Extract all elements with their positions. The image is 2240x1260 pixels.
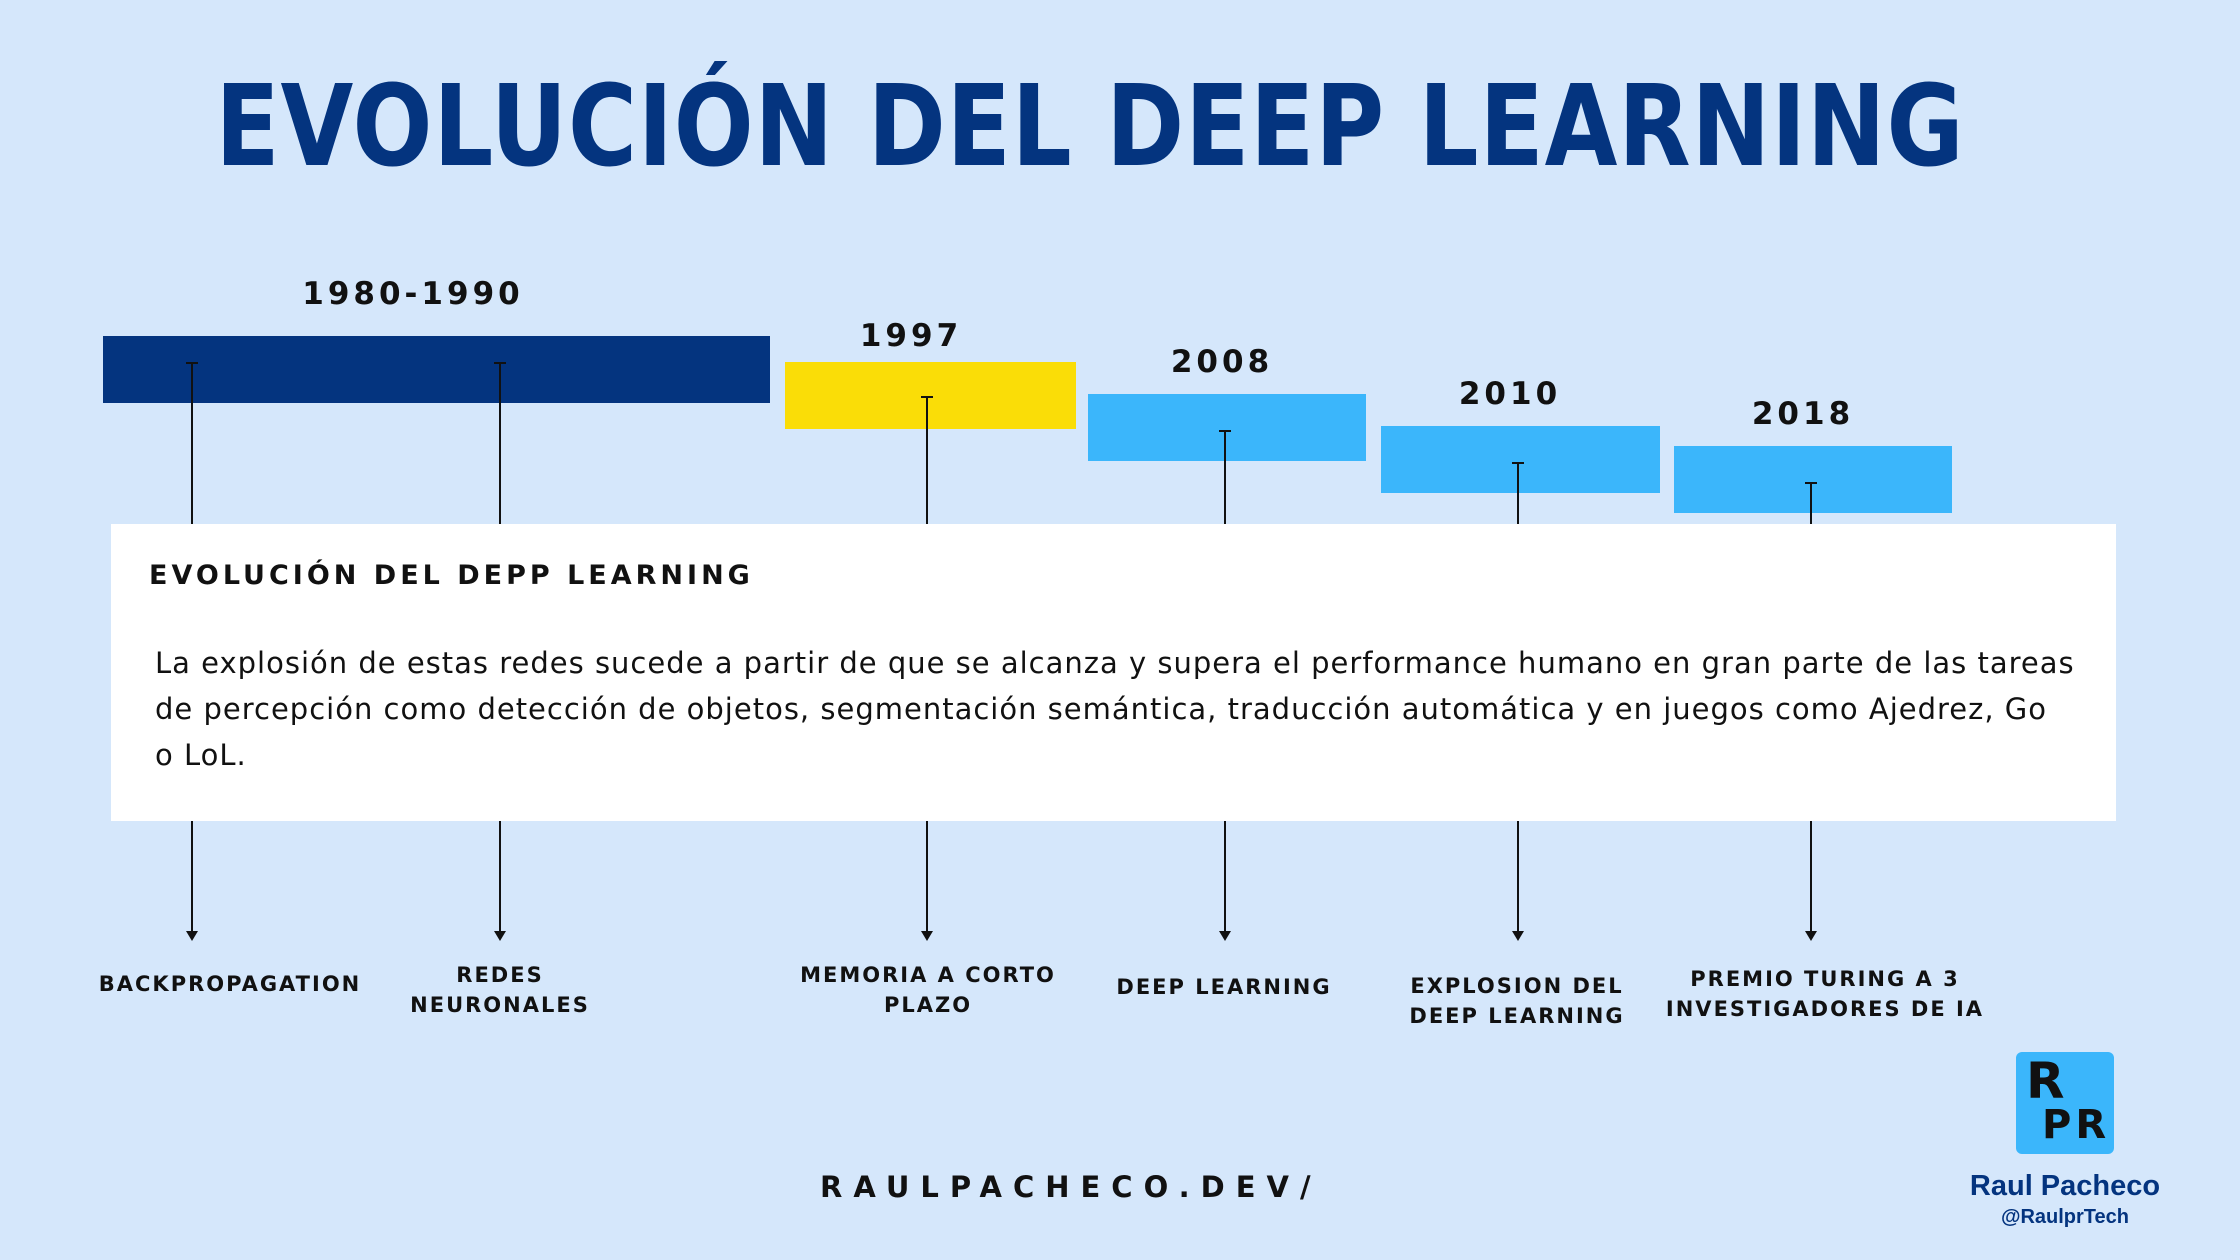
era-year-label: 1980-1990 <box>302 276 524 312</box>
arrow-head-icon <box>1805 931 1817 941</box>
event-label-premio-turing: PREMIO TURING A 3 INVESTIGADORES DE IA <box>1665 967 1985 1021</box>
connector-tick <box>1512 462 1524 464</box>
connector-tick <box>1219 430 1231 432</box>
connector-tick <box>1805 482 1817 484</box>
connector-line-lower <box>926 821 928 933</box>
connector-line-backpropagation <box>191 362 193 524</box>
logo-letters-pr: PR <box>2042 1102 2111 1148</box>
era-bar-2008 <box>1088 394 1366 461</box>
info-card-body: La explosión de estas redes sucede a par… <box>155 646 2075 772</box>
author-name: Raul Pacheco <box>1969 1170 2161 1202</box>
era-year-label: 2008 <box>1170 344 1274 380</box>
event-label-backpropagation: BACKPROPAGATION <box>98 972 362 996</box>
connector-tick <box>494 362 506 364</box>
connector-line-turing <box>1810 482 1812 524</box>
connector-line-lower <box>499 821 501 933</box>
era-bar-1997 <box>785 362 1076 429</box>
logo-letter-r: R <box>2026 1052 2065 1110</box>
site-url: RAULPACHECO.DEV/ <box>820 1170 1322 1204</box>
era-bar-2018 <box>1674 446 1952 513</box>
era-bar-2010 <box>1381 426 1660 493</box>
connector-line-lower <box>191 821 193 933</box>
connector-line-redes-neuronales <box>499 362 501 524</box>
connector-tick <box>186 362 198 364</box>
event-label-memoria-corto-plazo: MEMORIA A CORTO PLAZO <box>800 963 1056 1017</box>
info-card-heading: EVOLUCIÓN DEL DEPP LEARNING <box>149 560 754 591</box>
era-year-label: 2018 <box>1751 396 1855 432</box>
arrow-head-icon <box>1219 931 1231 941</box>
era-year-label: 2010 <box>1458 376 1562 412</box>
author-handle: @RaulprTech <box>2000 1206 2130 1228</box>
connector-line-explosion <box>1517 462 1519 524</box>
event-label-explosion: EXPLOSION DEL DEEP LEARNING <box>1409 974 1625 1028</box>
connector-line-memoria <box>926 396 928 524</box>
brand-logo: R PR <box>2016 1052 2114 1154</box>
arrow-head-icon <box>494 931 506 941</box>
connector-line-lower <box>1517 821 1519 933</box>
info-card: EVOLUCIÓN DEL DEPP LEARNING La explosión… <box>111 524 2116 821</box>
arrow-head-icon <box>186 931 198 941</box>
connector-tick <box>921 396 933 398</box>
connector-line-deep-learning <box>1224 430 1226 524</box>
era-bar-1980-1990 <box>103 336 770 403</box>
connector-line-lower <box>1810 821 1812 933</box>
connector-line-lower <box>1224 821 1226 933</box>
event-label-redes-neuronales: REDES NEURONALES <box>410 963 590 1017</box>
era-year-label: 1997 <box>859 318 963 354</box>
page-title: EVOLUCIÓN DEL DEEP LEARNING <box>215 62 1965 192</box>
arrow-head-icon <box>921 931 933 941</box>
event-label-deep-learning: DEEP LEARNING <box>1116 975 1332 999</box>
arrow-head-icon <box>1512 931 1524 941</box>
